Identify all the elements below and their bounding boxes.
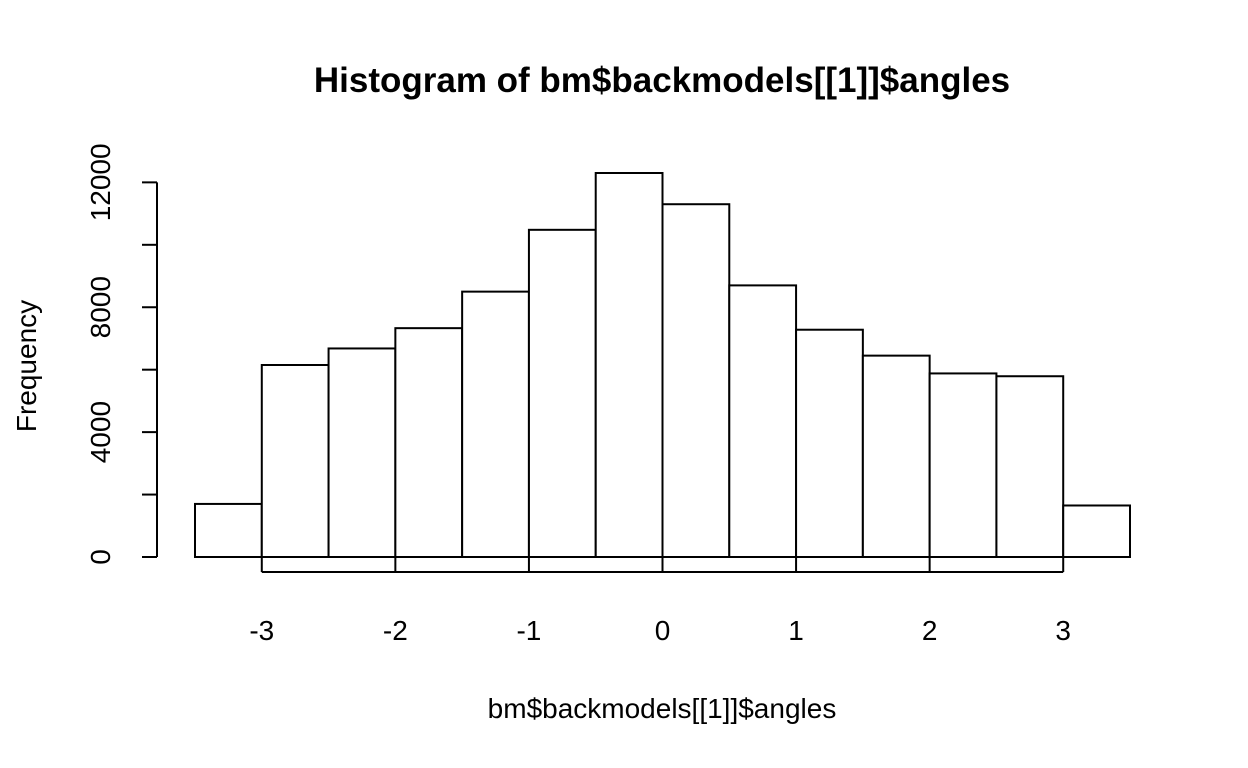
histogram-bar [394,327,464,558]
histogram-bar [594,172,664,558]
histogram-bar [928,372,998,558]
y-tick-label: 4000 [85,401,116,463]
y-axis-label: Frequency [11,300,42,432]
histogram-bar [728,284,798,558]
y-tick-label: 8000 [85,276,116,338]
x-tick-label: -2 [383,615,408,646]
histogram-bars [194,172,1131,559]
x-tick-label: -1 [516,615,541,646]
y-tick-label: 0 [85,549,116,565]
histogram-bar [1062,504,1131,558]
x-axis: -3 -2 -1 0 1 2 3 [249,557,1071,646]
x-tick-label: 2 [922,615,938,646]
histogram-bar [327,347,397,558]
histogram-bar [995,375,1065,558]
y-tick-label: 12000 [85,143,116,221]
histogram-bar [461,290,530,558]
histogram-bar [527,228,597,558]
chart-title: Histogram of bm$backmodels[[1]]$angles [314,61,1010,100]
histogram-bar [661,203,731,558]
histogram-bar [260,364,330,558]
x-tick-label: -3 [249,615,274,646]
histogram-bar [194,502,263,558]
histogram-bar [861,354,931,559]
y-axis: 0 4000 8000 12000 [85,143,158,565]
x-tick-label: 1 [788,615,804,646]
histogram-bar [795,328,864,558]
x-axis-label: bm$backmodels[[1]]$angles [488,693,837,724]
x-tick-label: 3 [1055,615,1071,646]
x-tick-label: 0 [655,615,671,646]
